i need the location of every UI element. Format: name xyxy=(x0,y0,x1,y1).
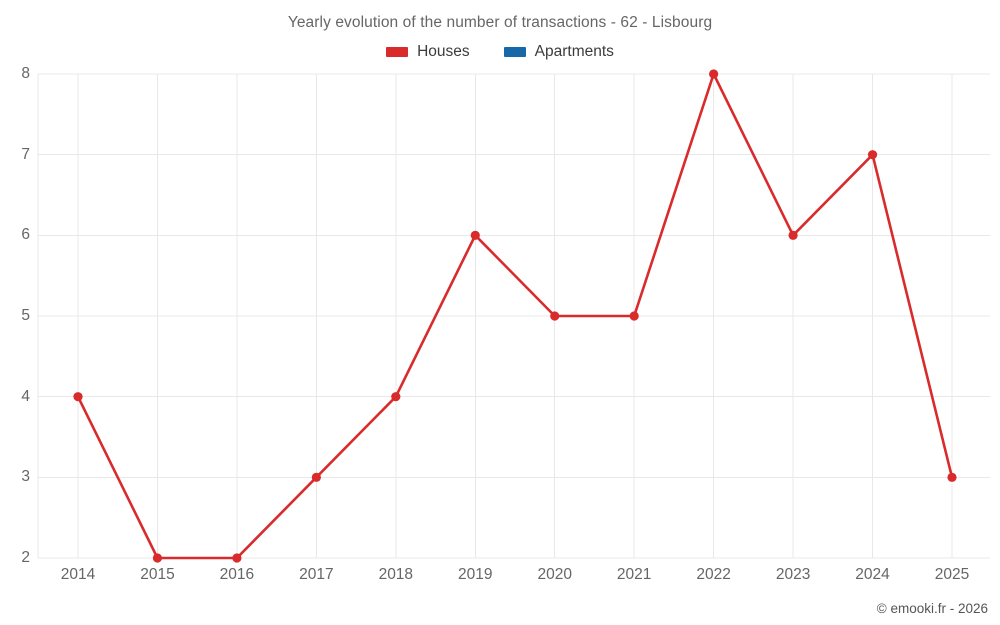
data-point-marker[interactable]: 2023: 6 xyxy=(788,230,798,240)
x-axis-tick-label: 2020 xyxy=(537,566,572,583)
y-axis-tick-label: 6 xyxy=(21,226,30,244)
plot-svg: 2014: 4 2015: 2 2016: 2 2017: 3 2018: 4 2019:… xyxy=(37,69,990,563)
legend-swatch-apartments-icon xyxy=(503,46,526,57)
chart-title: Yearly evolution of the number of transa… xyxy=(287,14,713,31)
x-axis-tick-label: 2017 xyxy=(299,566,334,583)
legend-item-houses[interactable]: Houses xyxy=(386,44,470,60)
data-point-marker[interactable]: 2015: 2 xyxy=(152,553,163,563)
legend-label-houses: Houses xyxy=(417,43,470,60)
y-axis-tick-label: 3 xyxy=(21,468,30,486)
legend-swatch-houses-icon xyxy=(386,46,409,57)
x-axis-tick-label: 2023 xyxy=(775,566,811,583)
y-axis-tick-label: 8 xyxy=(21,65,30,82)
x-axis-tick-label: 2019 xyxy=(458,566,493,583)
x-axis-tick-label: 2018 xyxy=(378,566,414,583)
data-point-marker[interactable]: 2014: 4 xyxy=(73,392,83,402)
x-axis-tick-label: 2016 xyxy=(219,566,255,583)
chart-legend: Houses Apartments xyxy=(0,44,1000,60)
y-axis-tick-labels: 2 3 4 5 6 7 8 xyxy=(0,65,30,566)
x-axis-tick-label: 2021 xyxy=(616,566,652,583)
data-point-marker[interactable]: 2016: 2 xyxy=(232,553,242,563)
data-point-marker[interactable]: 2024: 7 xyxy=(867,150,878,160)
x-axis-tick-label: 2015 xyxy=(140,566,175,583)
series-line-houses xyxy=(76,72,954,560)
x-axis-tick-label: 2024 xyxy=(855,566,890,583)
data-point-marker[interactable]: 2019: 6 xyxy=(470,230,480,240)
data-point-marker[interactable]: 2020: 5 xyxy=(550,311,560,321)
plot-area: 2014: 4 2015: 2 2016: 2 2017: 3 2018: 4 2019:… xyxy=(37,69,990,563)
data-point-marker[interactable]: 2017: 3 xyxy=(311,472,321,482)
x-axis-tick-labels: 2014 2015 2016 2017 2018 2019 2020 2021 2022 2023… xyxy=(38,566,990,588)
data-point-marker[interactable]: 2018: 4 xyxy=(391,392,401,402)
y-axis-tick-label: 5 xyxy=(21,307,30,324)
x-axis-tick-label: 2014 xyxy=(60,566,96,583)
y-axis-tick-label: 4 xyxy=(21,387,30,405)
data-point-marker[interactable]: 2025: 3 xyxy=(947,472,957,482)
y-axis-tick-label: 2 xyxy=(21,549,30,566)
legend-label-apartments: Apartments xyxy=(534,43,614,60)
data-point-marker[interactable]: 2021: 5 xyxy=(629,311,639,321)
x-axis-tick-label: 2025 xyxy=(934,566,970,583)
y-axis-tick-label: 7 xyxy=(21,145,30,163)
legend-item-apartments[interactable]: Apartments xyxy=(503,43,614,60)
data-point-marker[interactable]: 2022: 8 xyxy=(709,69,719,79)
footer-credit: © emooki.fr - 2026 xyxy=(876,601,988,616)
x-axis-tick-label: 2022 xyxy=(696,566,731,583)
